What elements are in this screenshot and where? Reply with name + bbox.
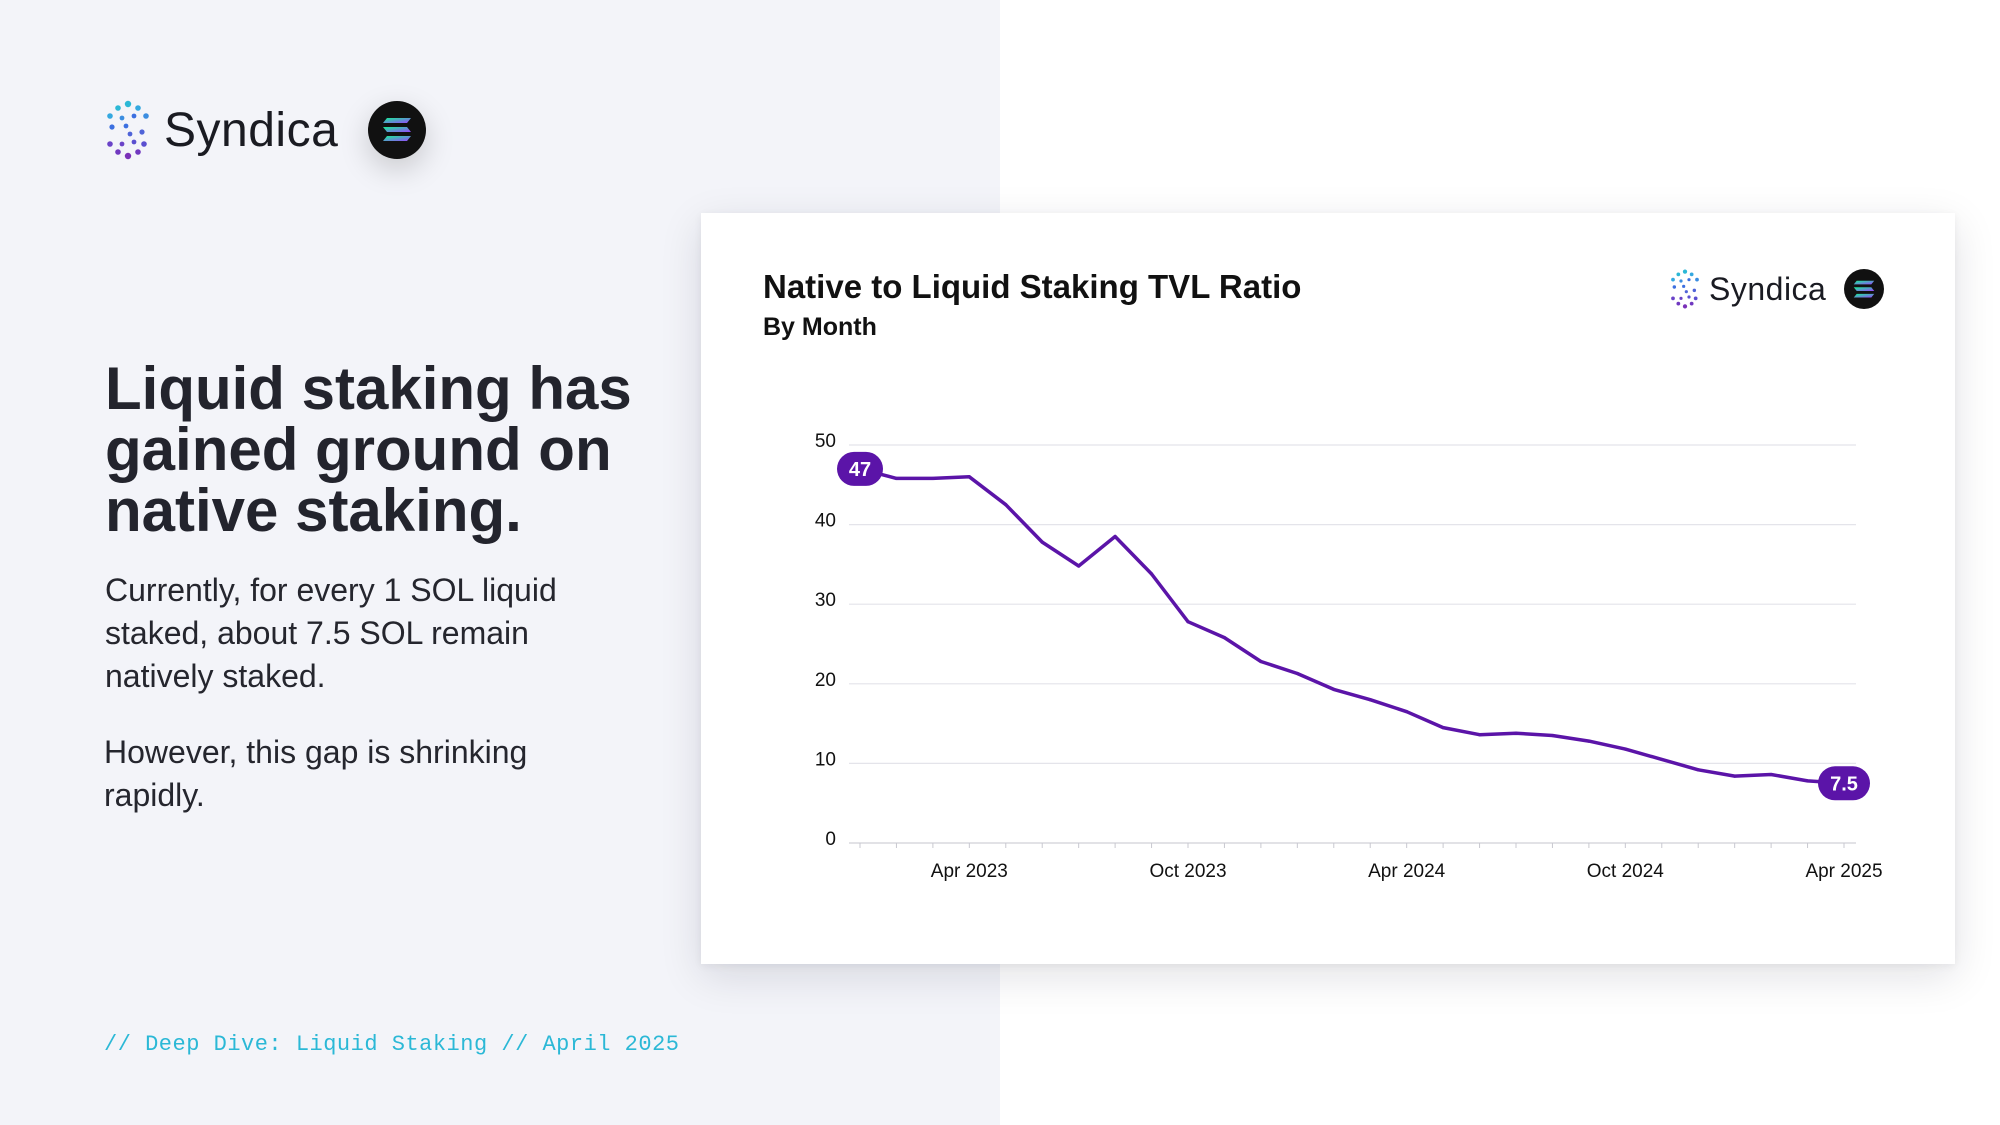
data-point <box>1405 710 1409 714</box>
data-point <box>1514 731 1518 735</box>
data-point <box>1259 659 1263 664</box>
y-tick-label: 50 <box>815 431 836 452</box>
data-point <box>1769 772 1773 777</box>
x-tick-label: Oct 2023 <box>1149 861 1226 882</box>
y-tick-label: 20 <box>815 670 836 691</box>
x-tick-label: Apr 2024 <box>1368 861 1446 882</box>
y-tick-label: 10 <box>815 749 836 770</box>
data-point <box>1477 733 1482 737</box>
footer-caption: // Deep Dive: Liquid Staking // April 20… <box>104 1032 680 1057</box>
data-point <box>1441 725 1445 730</box>
data-point <box>1004 503 1008 507</box>
data-point <box>1696 768 1700 772</box>
brand-header: Syndica <box>104 100 427 160</box>
x-tick-label: Apr 2023 <box>931 861 1008 882</box>
headline: Liquid staking has gained ground on nati… <box>105 355 632 544</box>
data-point <box>1113 534 1117 539</box>
data-point <box>894 476 899 481</box>
chart-subtitle: By Month <box>763 313 877 341</box>
syndica-logo-icon <box>107 100 149 160</box>
data-point <box>1805 779 1810 783</box>
solana-icon <box>1854 280 1875 298</box>
solana-badge <box>1844 269 1885 309</box>
chart-title: Native to Liquid Staking TVL Ratio <box>763 268 1302 305</box>
data-point <box>1332 687 1336 691</box>
card-brand-name: Syndica <box>1709 270 1827 307</box>
x-tick-label: Oct 2024 <box>1587 861 1665 882</box>
data-label-badge <box>837 451 883 486</box>
data-label-badge <box>1818 766 1870 801</box>
data-point <box>1222 636 1227 640</box>
brand-name: Syndica <box>164 103 339 157</box>
solana-badge <box>368 101 427 159</box>
data-point <box>1295 671 1299 676</box>
data-label: 7.5 <box>1830 773 1858 795</box>
data-point <box>1660 757 1664 762</box>
data-point <box>1149 572 1154 576</box>
card-brand: Syndica <box>1669 269 1885 309</box>
data-point <box>1186 620 1190 624</box>
syndica-logo-icon <box>1671 269 1699 309</box>
body-paragraph-1: Currently, for every 1 SOL liquid staked… <box>105 572 557 694</box>
y-tick-label: 30 <box>815 590 836 611</box>
data-point <box>967 475 971 479</box>
body-paragraph-2: However, this gap is shrinking rapidly. <box>104 734 528 813</box>
chart-card: Native to Liquid Staking TVL Ratio By Mo… <box>701 213 1955 964</box>
solana-icon <box>383 118 412 141</box>
data-point <box>1587 739 1591 743</box>
data-point <box>1077 564 1081 568</box>
y-tick-label: 40 <box>815 511 836 532</box>
y-tick-label: 0 <box>825 829 836 850</box>
data-point <box>1550 733 1555 738</box>
x-tick-label: Apr 2025 <box>1805 861 1882 882</box>
data-point <box>1040 540 1044 544</box>
data-label: 47 <box>849 459 871 481</box>
data-point <box>1733 774 1737 778</box>
line-chart: 0 10 20 30 40 50 Apr 2023 Oct 2023 Apr 2024 Oct 2… <box>815 431 1883 882</box>
data-point <box>931 476 935 481</box>
data-point <box>1623 747 1627 751</box>
data-point <box>1368 698 1372 702</box>
series-line <box>858 467 1846 786</box>
